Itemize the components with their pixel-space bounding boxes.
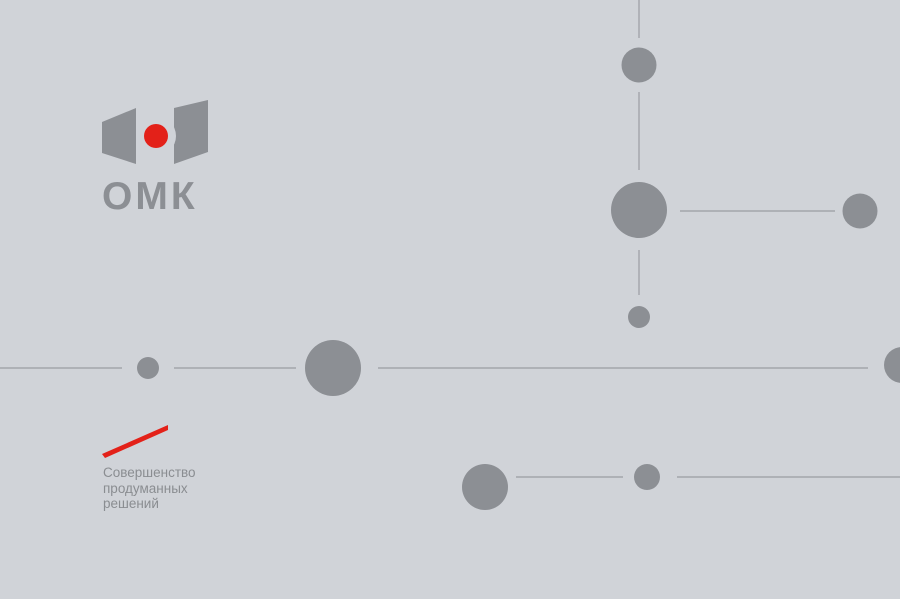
logo-red-dot bbox=[144, 124, 168, 148]
network-node bbox=[621, 47, 657, 83]
tagline-line: Совершенство bbox=[103, 465, 196, 480]
logo-left-band bbox=[102, 108, 136, 164]
network-node bbox=[462, 464, 508, 510]
network-node bbox=[137, 357, 159, 379]
tagline-line: решений bbox=[103, 496, 159, 511]
red-accent-stroke bbox=[102, 425, 168, 458]
tagline: Совершенство продуманных решений bbox=[103, 465, 263, 512]
red-slash-shape bbox=[102, 425, 168, 458]
network-node bbox=[884, 347, 900, 383]
logo-right-band bbox=[174, 100, 208, 164]
brand-wordmark: ОМК bbox=[102, 175, 198, 218]
omk-logo-mark bbox=[102, 100, 208, 164]
network-node bbox=[634, 464, 660, 490]
network-node bbox=[611, 182, 667, 238]
network-node bbox=[628, 306, 650, 328]
network-nodes bbox=[137, 47, 900, 510]
network-node bbox=[842, 193, 878, 229]
network-node bbox=[305, 340, 361, 396]
tagline-line: продуманных bbox=[103, 480, 188, 496]
connector-lines bbox=[0, 0, 900, 478]
